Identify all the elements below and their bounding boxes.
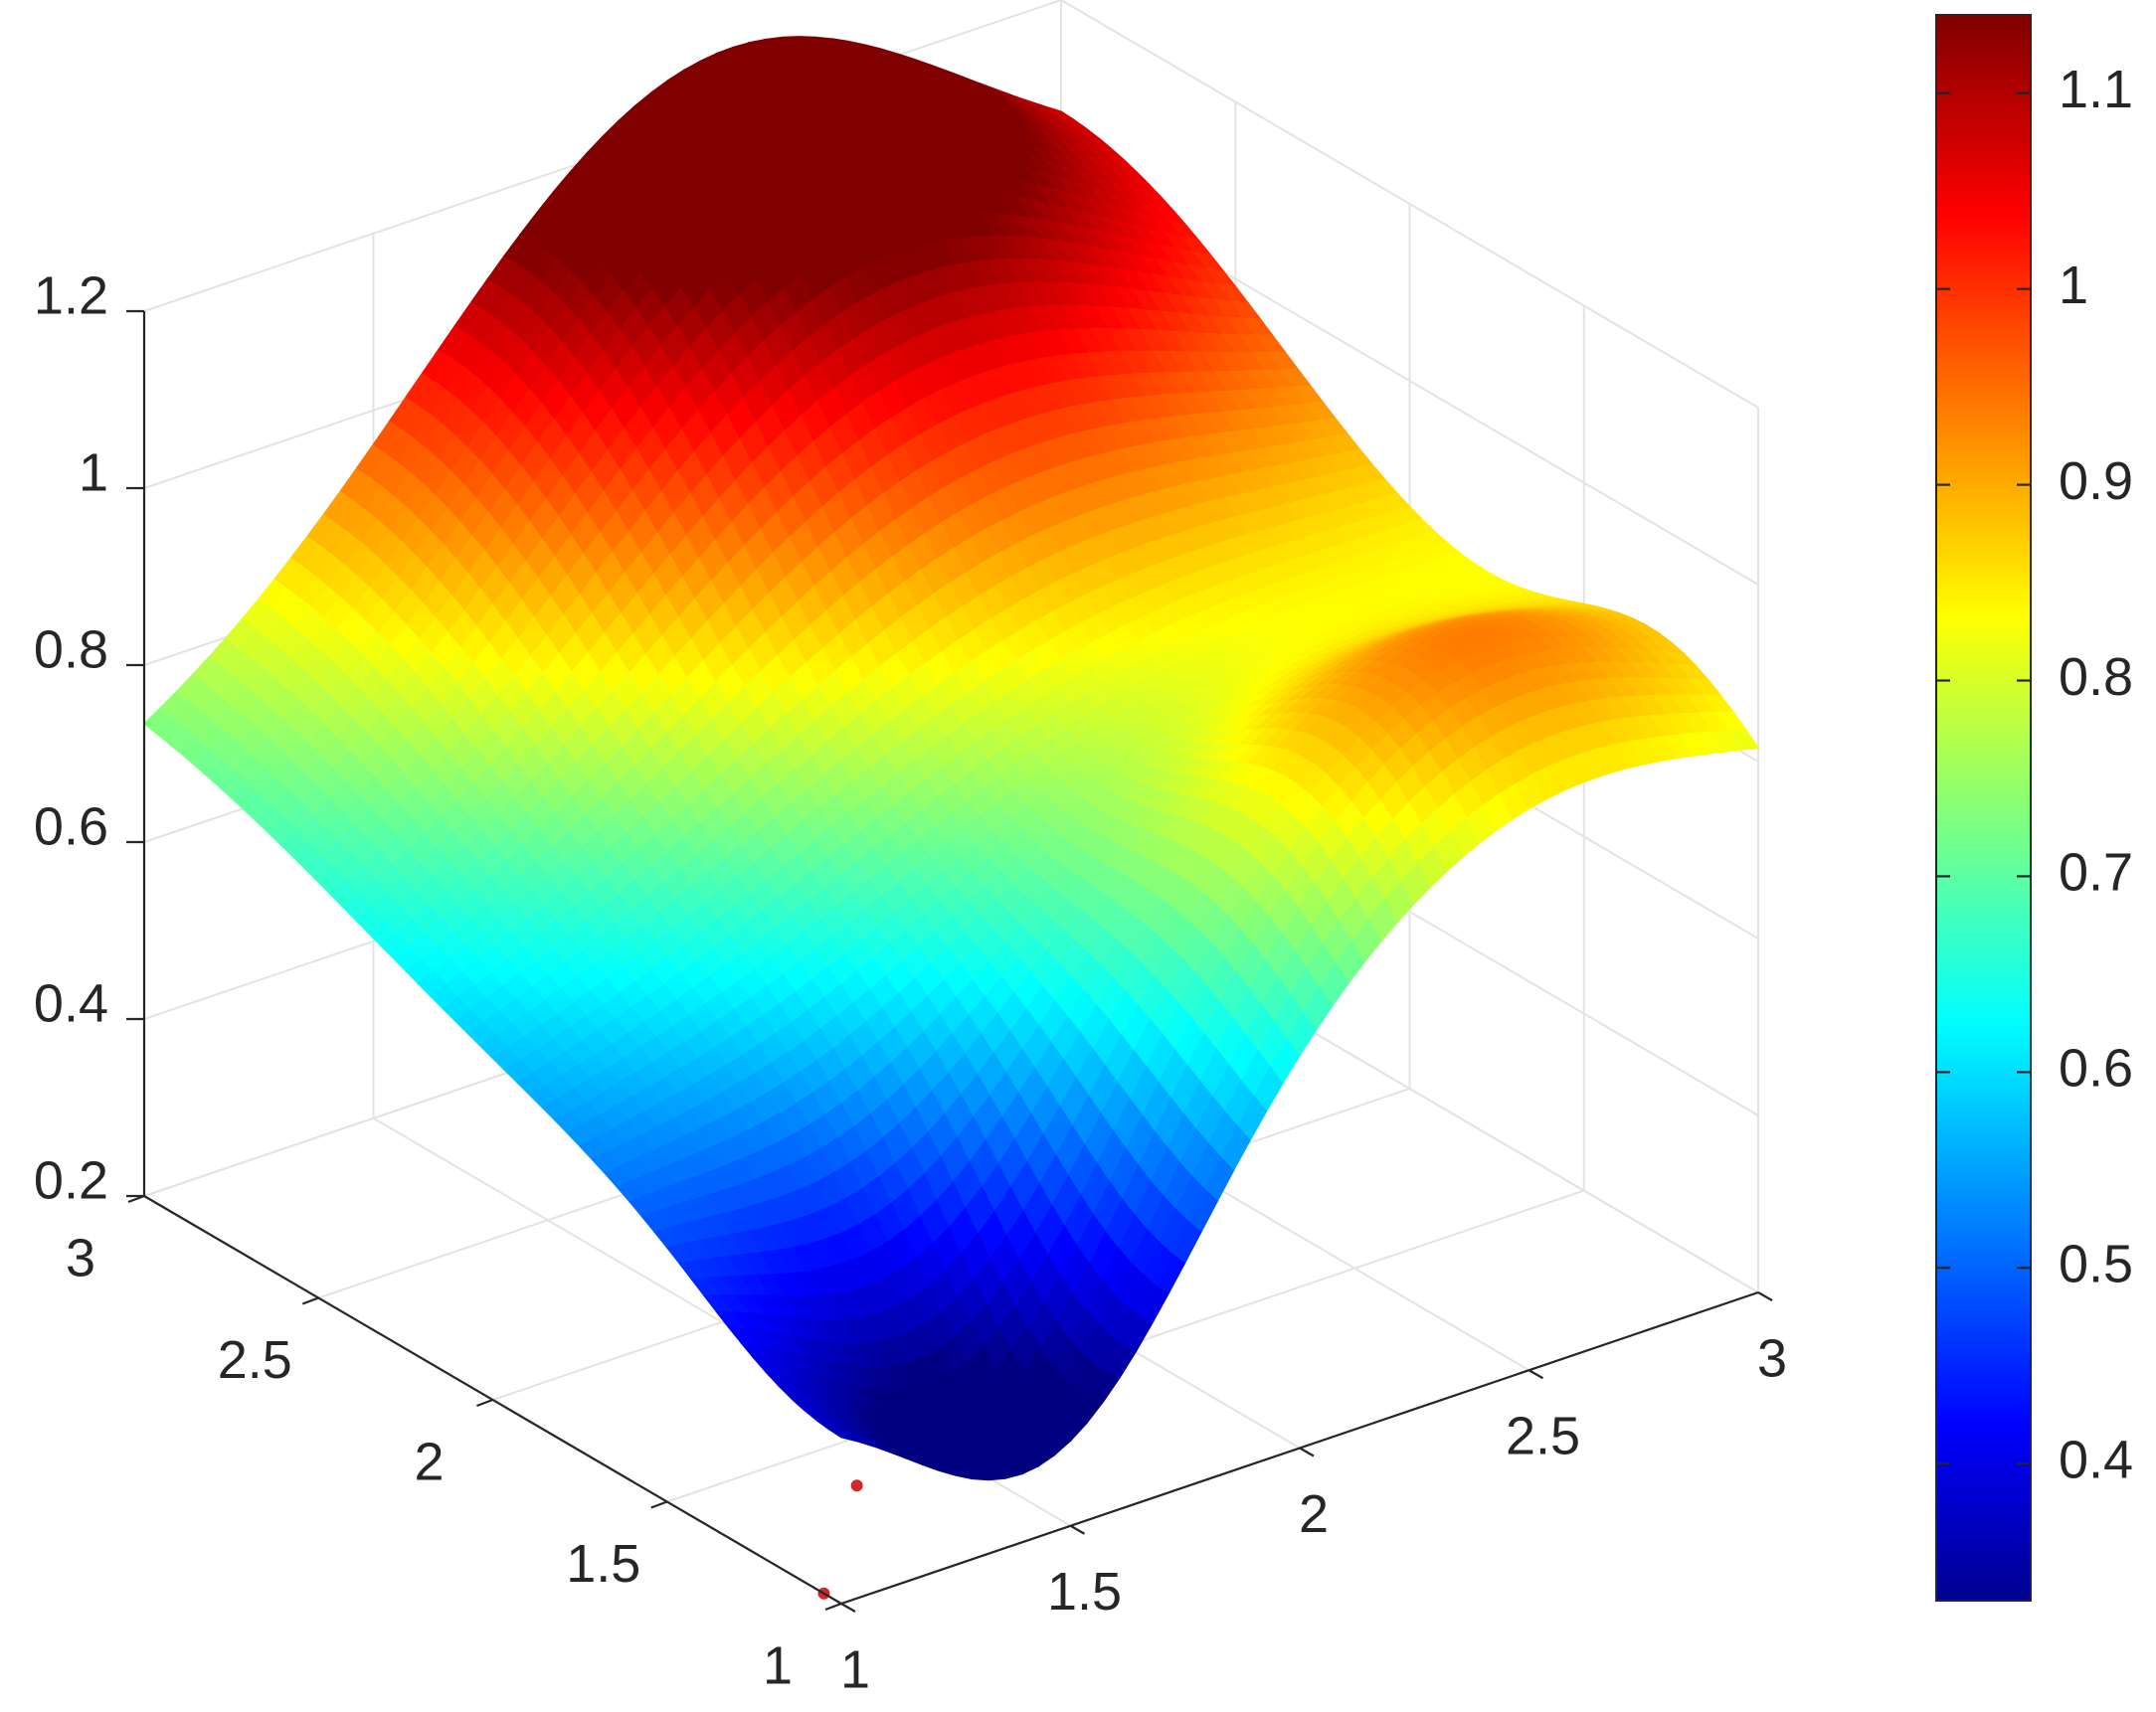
colorbar: 0.4 0.5 0.6 0.7 0.8 0.9 1 1.1 [1935,14,2133,1602]
x-tick-mark [1527,1369,1544,1380]
colorbar-tick-label: 1 [2059,256,2088,315]
surface-facet [1727,729,1760,751]
y-tick-label: 1.5 [566,1534,640,1594]
z-tick-label: 0.2 [34,1150,108,1210]
x-tick-label: 3 [1757,1328,1787,1388]
data-point-marker [850,1479,863,1492]
colorbar-tick-label: 0.6 [2059,1039,2133,1099]
x-tick-mark [1069,1524,1086,1535]
colorbar-gradient [1935,14,2032,1602]
surface [142,36,1760,1481]
colorbar-tick-label: 0.4 [2059,1430,2133,1489]
y-tick-label: 1 [763,1635,793,1695]
z-tick-label: 0.6 [34,796,108,856]
y-tick-label: 2 [414,1432,444,1491]
colorbar-tick-label: 0.5 [2059,1235,2133,1294]
x-tick-label: 1.5 [1047,1562,1122,1622]
y-tick-label: 3 [66,1228,95,1287]
y-tick-label-mark [476,1398,493,1408]
x-tick-label: 2 [1299,1484,1329,1544]
z-tick-label: 1 [79,442,108,502]
y-tick-label-mark [824,1602,842,1612]
y-tick-label-mark [650,1500,668,1509]
x-tick-label: 2.5 [1506,1407,1580,1466]
colorbar-tick-label: 1.1 [2059,60,2133,119]
side-wall-grid-line [1060,0,1759,409]
colorbar-tick-label: 0.7 [2059,843,2133,903]
y-tick-label: 2.5 [218,1330,292,1390]
axis-layer: 1 1.5 2 2.5 3 1 1.5 2 2.5 3 0.2 0.4 0.6 0.8 1 1.2 [34,265,1787,1699]
z-tick-label: 0.8 [34,619,108,679]
y-tick-label-mark [301,1296,319,1305]
x-tick-label: 1 [840,1639,870,1699]
z-tick-label: 0.4 [34,973,108,1033]
colorbar-tick-label: 0.8 [2059,647,2133,707]
x-tick-mark [1299,1447,1315,1457]
colorbar-tick-label: 0.9 [2059,451,2133,511]
x-tick-mark [1757,1291,1773,1301]
marker-layer [817,1479,863,1600]
z-tick-label: 1.2 [34,265,108,325]
x-tick-mark [840,1603,856,1613]
